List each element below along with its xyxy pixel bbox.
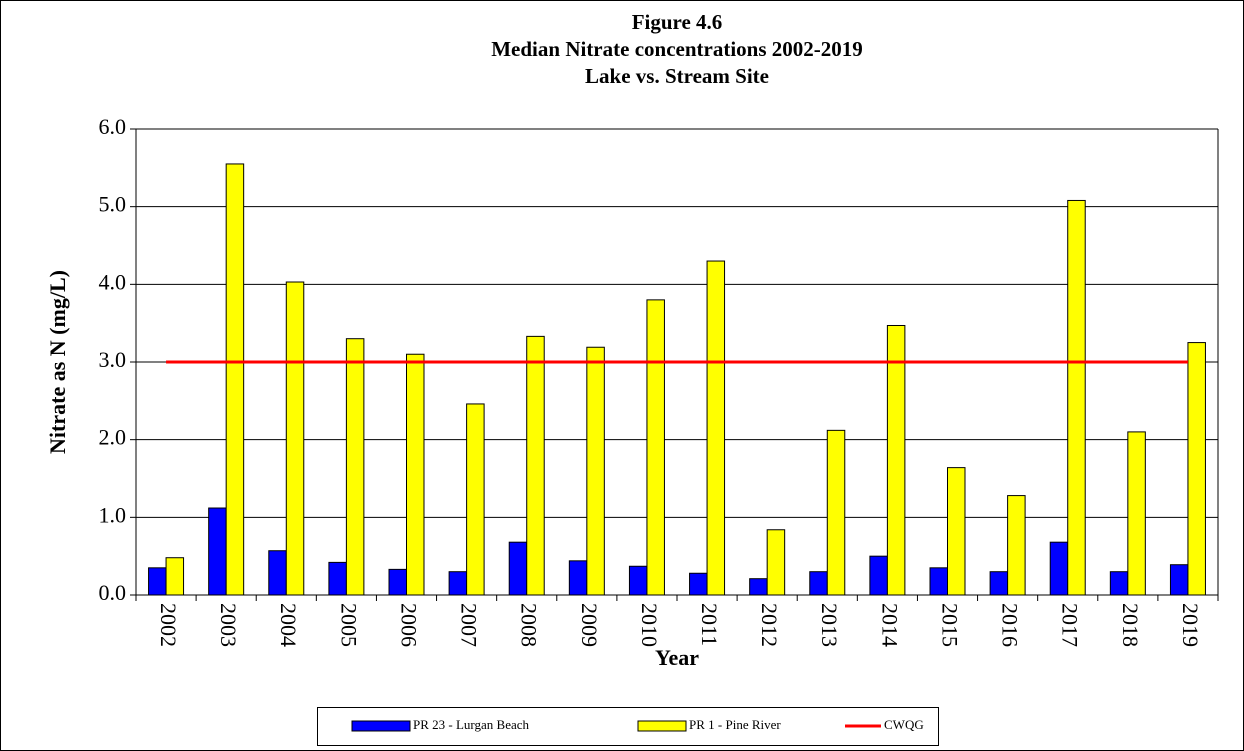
x-tick-label: 2014 [877,603,902,647]
x-tick-label: 2008 [517,603,542,647]
bar [929,567,948,596]
bar [886,324,906,596]
x-tick-label: 2010 [637,603,662,647]
bar [646,299,665,596]
bar [568,560,588,596]
bar [1187,342,1206,596]
bar [628,565,648,596]
x-tick-label: 2009 [577,603,602,647]
bar [448,571,468,596]
y-tick-label: 0.0 [99,580,127,605]
x-tick-label: 2005 [336,603,361,647]
x-tick-label: 2002 [156,603,181,647]
bar [706,260,726,596]
y-tick-label: 3.0 [99,347,127,372]
bar [1007,495,1026,596]
chart-title: Median Nitrate concentrations 2002-2019 [491,37,863,61]
chart-title: Figure 4.6 [632,10,723,34]
bar [689,572,708,596]
bar [406,353,425,596]
y-tick-label: 4.0 [99,269,127,294]
legend-label: PR 23 - Lurgan Beach [413,717,530,732]
legend-swatch [351,720,411,732]
legend-box [317,707,939,746]
x-axis-label: Year [655,645,699,670]
bar [508,541,528,596]
bar [345,338,365,596]
legend-swatch [637,720,687,732]
bar [268,550,287,596]
x-tick-label: 2016 [998,603,1023,647]
bar [1049,541,1069,596]
x-tick-label: 2017 [1058,603,1083,647]
bar [208,507,227,596]
bar [586,346,605,596]
bar [826,429,846,596]
bar [1109,571,1129,596]
bar [225,163,245,596]
bar [947,467,966,596]
bar [148,567,167,596]
bar [466,403,485,596]
bar [285,281,305,596]
y-tick-label: 5.0 [99,192,127,217]
bar [165,557,185,596]
x-tick-label: 2019 [1178,603,1203,647]
bar [388,568,407,596]
legend-label: CWQG [884,717,924,732]
bar [766,529,786,596]
y-tick-label: 6.0 [99,114,127,139]
x-tick-label: 2004 [276,603,301,647]
y-tick-label: 2.0 [99,425,127,450]
x-tick-label: 2012 [757,603,782,647]
bar [809,571,828,596]
bar [989,571,1009,596]
bar [749,578,768,596]
bar [328,561,347,596]
legend-label: PR 1 - Pine River [689,717,781,732]
x-tick-label: 2015 [937,603,962,647]
bar [526,335,545,596]
y-axis-label: Nitrate as N (mg/L) [45,270,70,454]
x-tick-label: 2006 [396,603,421,647]
x-tick-label: 2007 [457,603,482,647]
x-tick-label: 2003 [216,603,241,647]
y-tick-label: 1.0 [99,502,127,527]
chart-title: Lake vs. Stream Site [585,64,769,88]
bar [1169,564,1189,596]
x-tick-label: 2018 [1118,603,1143,647]
bar [869,555,888,596]
x-tick-label: 2011 [697,603,722,646]
x-tick-label: 2013 [817,603,842,647]
bar [1067,199,1086,596]
bar [1127,431,1146,596]
